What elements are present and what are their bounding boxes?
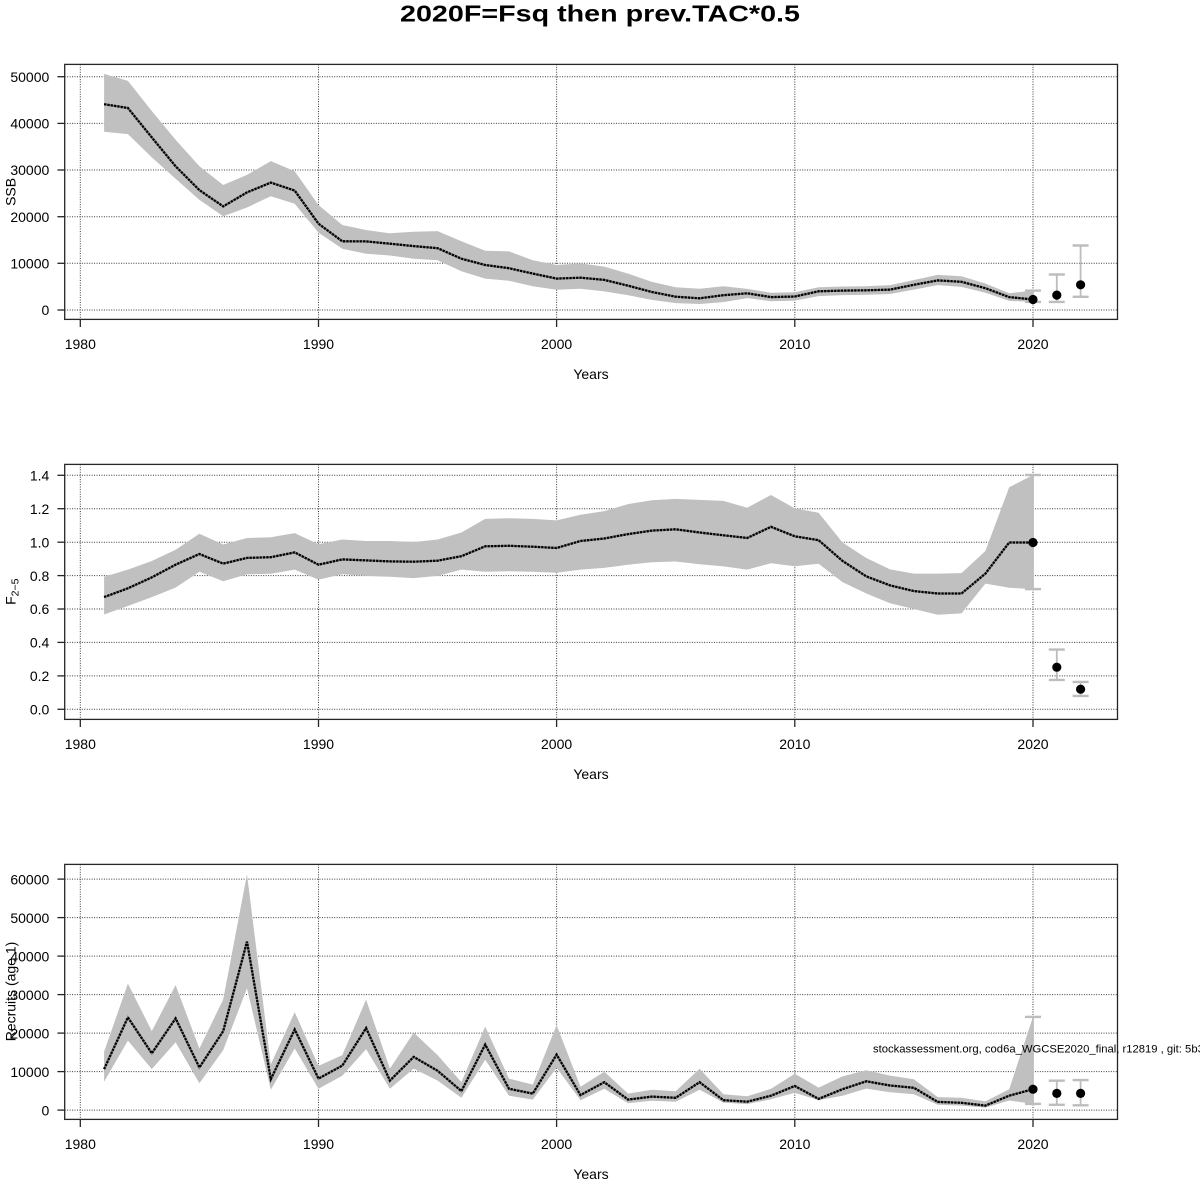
svg-text:1990: 1990 — [303, 1136, 334, 1152]
svg-text:20000: 20000 — [10, 1025, 49, 1041]
svg-text:0.0: 0.0 — [30, 702, 50, 718]
svg-text:40000: 40000 — [10, 116, 49, 132]
svg-text:2000: 2000 — [541, 1136, 572, 1152]
svg-text:Recruits (age 1): Recruits (age 1) — [2, 942, 18, 1042]
svg-text:0.6: 0.6 — [30, 601, 50, 617]
svg-text:2010: 2010 — [779, 1136, 810, 1152]
svg-text:2010: 2010 — [779, 736, 810, 752]
svg-text:stockassessment.org, cod6a_WGC: stockassessment.org, cod6a_WGCSE2020_fin… — [873, 1043, 1200, 1055]
svg-text:2000: 2000 — [541, 336, 572, 352]
svg-text:2020: 2020 — [1017, 336, 1048, 352]
svg-text:2020: 2020 — [1017, 736, 1048, 752]
svg-text:10000: 10000 — [10, 256, 49, 272]
svg-text:0: 0 — [42, 1102, 50, 1118]
svg-text:1980: 1980 — [65, 336, 96, 352]
svg-text:SSB: SSB — [2, 178, 18, 206]
svg-text:2010: 2010 — [779, 336, 810, 352]
svg-text:0.8: 0.8 — [30, 568, 50, 584]
svg-text:2000: 2000 — [541, 736, 572, 752]
svg-text:10000: 10000 — [10, 1064, 49, 1080]
svg-text:1.0: 1.0 — [30, 534, 50, 550]
svg-text:1980: 1980 — [65, 736, 96, 752]
svg-text:20000: 20000 — [10, 209, 49, 225]
svg-text:0.2: 0.2 — [30, 668, 50, 684]
svg-text:60000: 60000 — [10, 871, 49, 887]
svg-text:50000: 50000 — [10, 910, 49, 926]
svg-text:30000: 30000 — [10, 987, 49, 1003]
svg-text:0.4: 0.4 — [30, 635, 50, 651]
svg-text:2020F=Fsq then prev.TAC*0.5: 2020F=Fsq then prev.TAC*0.5 — [400, 1, 800, 27]
svg-text:1980: 1980 — [65, 1136, 96, 1152]
svg-text:Years: Years — [573, 1166, 608, 1182]
svg-text:1990: 1990 — [303, 736, 334, 752]
svg-text:Years: Years — [573, 366, 608, 382]
svg-text:Years: Years — [573, 766, 608, 782]
svg-text:2020: 2020 — [1017, 1136, 1048, 1152]
svg-text:0: 0 — [42, 302, 50, 318]
svg-text:1.2: 1.2 — [30, 501, 50, 517]
svg-text:1990: 1990 — [303, 336, 334, 352]
svg-text:50000: 50000 — [10, 69, 49, 85]
svg-text:1.4: 1.4 — [30, 468, 50, 484]
svg-text:30000: 30000 — [10, 162, 49, 178]
svg-text:40000: 40000 — [10, 948, 49, 964]
